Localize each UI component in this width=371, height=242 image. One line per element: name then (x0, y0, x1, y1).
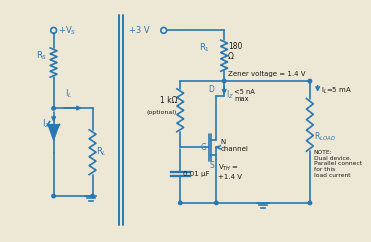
Circle shape (214, 201, 218, 204)
Circle shape (308, 79, 312, 83)
Circle shape (91, 194, 94, 198)
Text: 180
Ω: 180 Ω (228, 42, 242, 61)
Text: I$_L$=5 mA: I$_L$=5 mA (321, 86, 352, 96)
Text: NOTE:
Dual device.
Parallel connect
for this
load current: NOTE: Dual device. Parallel connect for … (314, 150, 362, 178)
Text: N
channel: N channel (220, 139, 248, 152)
Text: <5 nA
max: <5 nA max (234, 89, 255, 102)
Text: 0.01 μF: 0.01 μF (183, 171, 210, 177)
Circle shape (52, 194, 55, 198)
Text: +3 V: +3 V (129, 26, 150, 35)
Text: R$_{LOAD}$: R$_{LOAD}$ (314, 131, 336, 143)
Circle shape (308, 201, 312, 204)
Text: D: D (209, 85, 214, 94)
Text: R$_L$: R$_L$ (96, 146, 107, 159)
Text: I$_Z$: I$_Z$ (226, 89, 234, 101)
Text: G: G (201, 143, 207, 152)
Text: 1 kΩ: 1 kΩ (160, 96, 177, 105)
Text: +V$_S$: +V$_S$ (59, 24, 77, 37)
Text: R$_S$: R$_S$ (36, 49, 47, 62)
Circle shape (178, 201, 182, 204)
Text: R$_1$: R$_1$ (200, 42, 210, 54)
Text: S: S (210, 161, 214, 170)
Text: (optional): (optional) (147, 110, 177, 115)
Circle shape (52, 106, 55, 110)
Text: I$_Z$: I$_Z$ (42, 118, 51, 130)
Circle shape (222, 79, 226, 83)
Text: I$_L$: I$_L$ (65, 87, 73, 99)
Text: V$_{TH}$ =
+1.4 V: V$_{TH}$ = +1.4 V (218, 163, 242, 180)
Polygon shape (48, 124, 59, 141)
Text: Zener voltage = 1.4 V: Zener voltage = 1.4 V (228, 71, 306, 77)
